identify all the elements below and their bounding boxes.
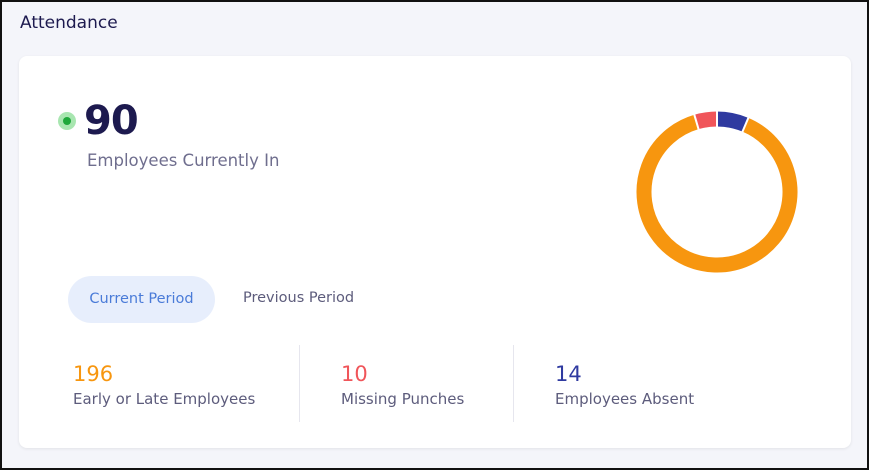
stat-value: 10 [341, 362, 368, 386]
segment-gap [740, 116, 750, 134]
period-tab[interactable]: Current Period [68, 276, 215, 323]
stat-label: Missing Punches [341, 390, 465, 408]
stat-label: Early or Late Employees [73, 390, 256, 408]
stat-value: 14 [555, 362, 582, 386]
donut-segment [636, 114, 798, 273]
donut-segment [716, 111, 749, 132]
segment-gap [692, 113, 700, 131]
widget-title: Attendance [20, 13, 118, 33]
divider [299, 345, 300, 422]
stat-label: Employees Absent [555, 390, 695, 408]
current-count-label: Employees Currently In [87, 151, 280, 170]
status-dot [58, 112, 76, 130]
stat-value: 196 [73, 362, 114, 386]
period-tab[interactable]: Previous Period [243, 290, 355, 306]
donut-segment [694, 111, 718, 130]
divider [513, 345, 514, 422]
current-count: 90 [84, 98, 139, 144]
